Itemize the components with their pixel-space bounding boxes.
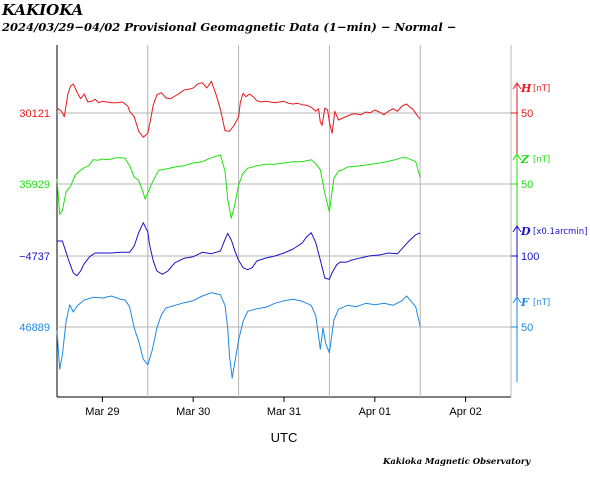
component-letter-f: F — [520, 296, 530, 309]
series-line-z — [56, 154, 421, 219]
ref-value-z: 35929 — [19, 179, 50, 191]
station-title: KAKIOKA — [2, 1, 84, 19]
scale-arrow-z — [512, 153, 522, 161]
scale-value-d: 100 — [521, 251, 539, 263]
observatory-credit: Kakioka Magnetic Observatory — [383, 457, 531, 467]
scale-value-z: 50 — [521, 179, 533, 191]
series-line-f — [56, 292, 421, 379]
component-unit-d: [x0.1arcmin] — [533, 227, 587, 237]
x-tick-label: Mar 30 — [176, 406, 210, 418]
component-letter-d: D — [520, 225, 531, 238]
x-axis-layer: Mar 29 Mar 30 Mar 31 Apr 01 Apr 02 UTC — [85, 397, 482, 445]
scale-arrow-h — [512, 82, 522, 90]
component-unit-h: [nT] — [533, 84, 550, 94]
series-line-h — [56, 80, 421, 138]
grid-layer — [56, 45, 512, 398]
ref-value-f: 46889 — [19, 322, 50, 334]
component-unit-z: [nT] — [533, 155, 550, 165]
x-tick-label: Mar 29 — [85, 406, 119, 418]
series-line-d — [57, 222, 421, 280]
x-tick-label: Apr 02 — [449, 406, 481, 418]
title-block: KAKIOKA 2024/03/29−04/02 Provisional Geo… — [2, 2, 456, 35]
component-letter-z: Z — [520, 153, 530, 166]
chart-subtitle: 2024/03/29−04/02 Provisional Geomagnetic… — [2, 20, 457, 34]
x-tick-label: Mar 31 — [267, 406, 301, 418]
series-layer — [56, 80, 421, 379]
ref-value-d: −4737 — [19, 251, 50, 263]
ref-value-h: 30121 — [19, 108, 50, 120]
scale-value-f: 50 — [521, 322, 533, 334]
component-unit-f: [nT] — [533, 298, 550, 308]
x-axis-title: UTC — [271, 430, 298, 445]
component-letter-h: H — [520, 82, 532, 95]
scale-value-h: 50 — [521, 108, 533, 120]
x-tick-label: Apr 01 — [359, 406, 391, 418]
scale-arrow-f — [512, 296, 522, 304]
scale-arrow-d — [512, 225, 522, 233]
left-axis-labels: 30121 35929 −4737 46889 — [19, 108, 50, 334]
